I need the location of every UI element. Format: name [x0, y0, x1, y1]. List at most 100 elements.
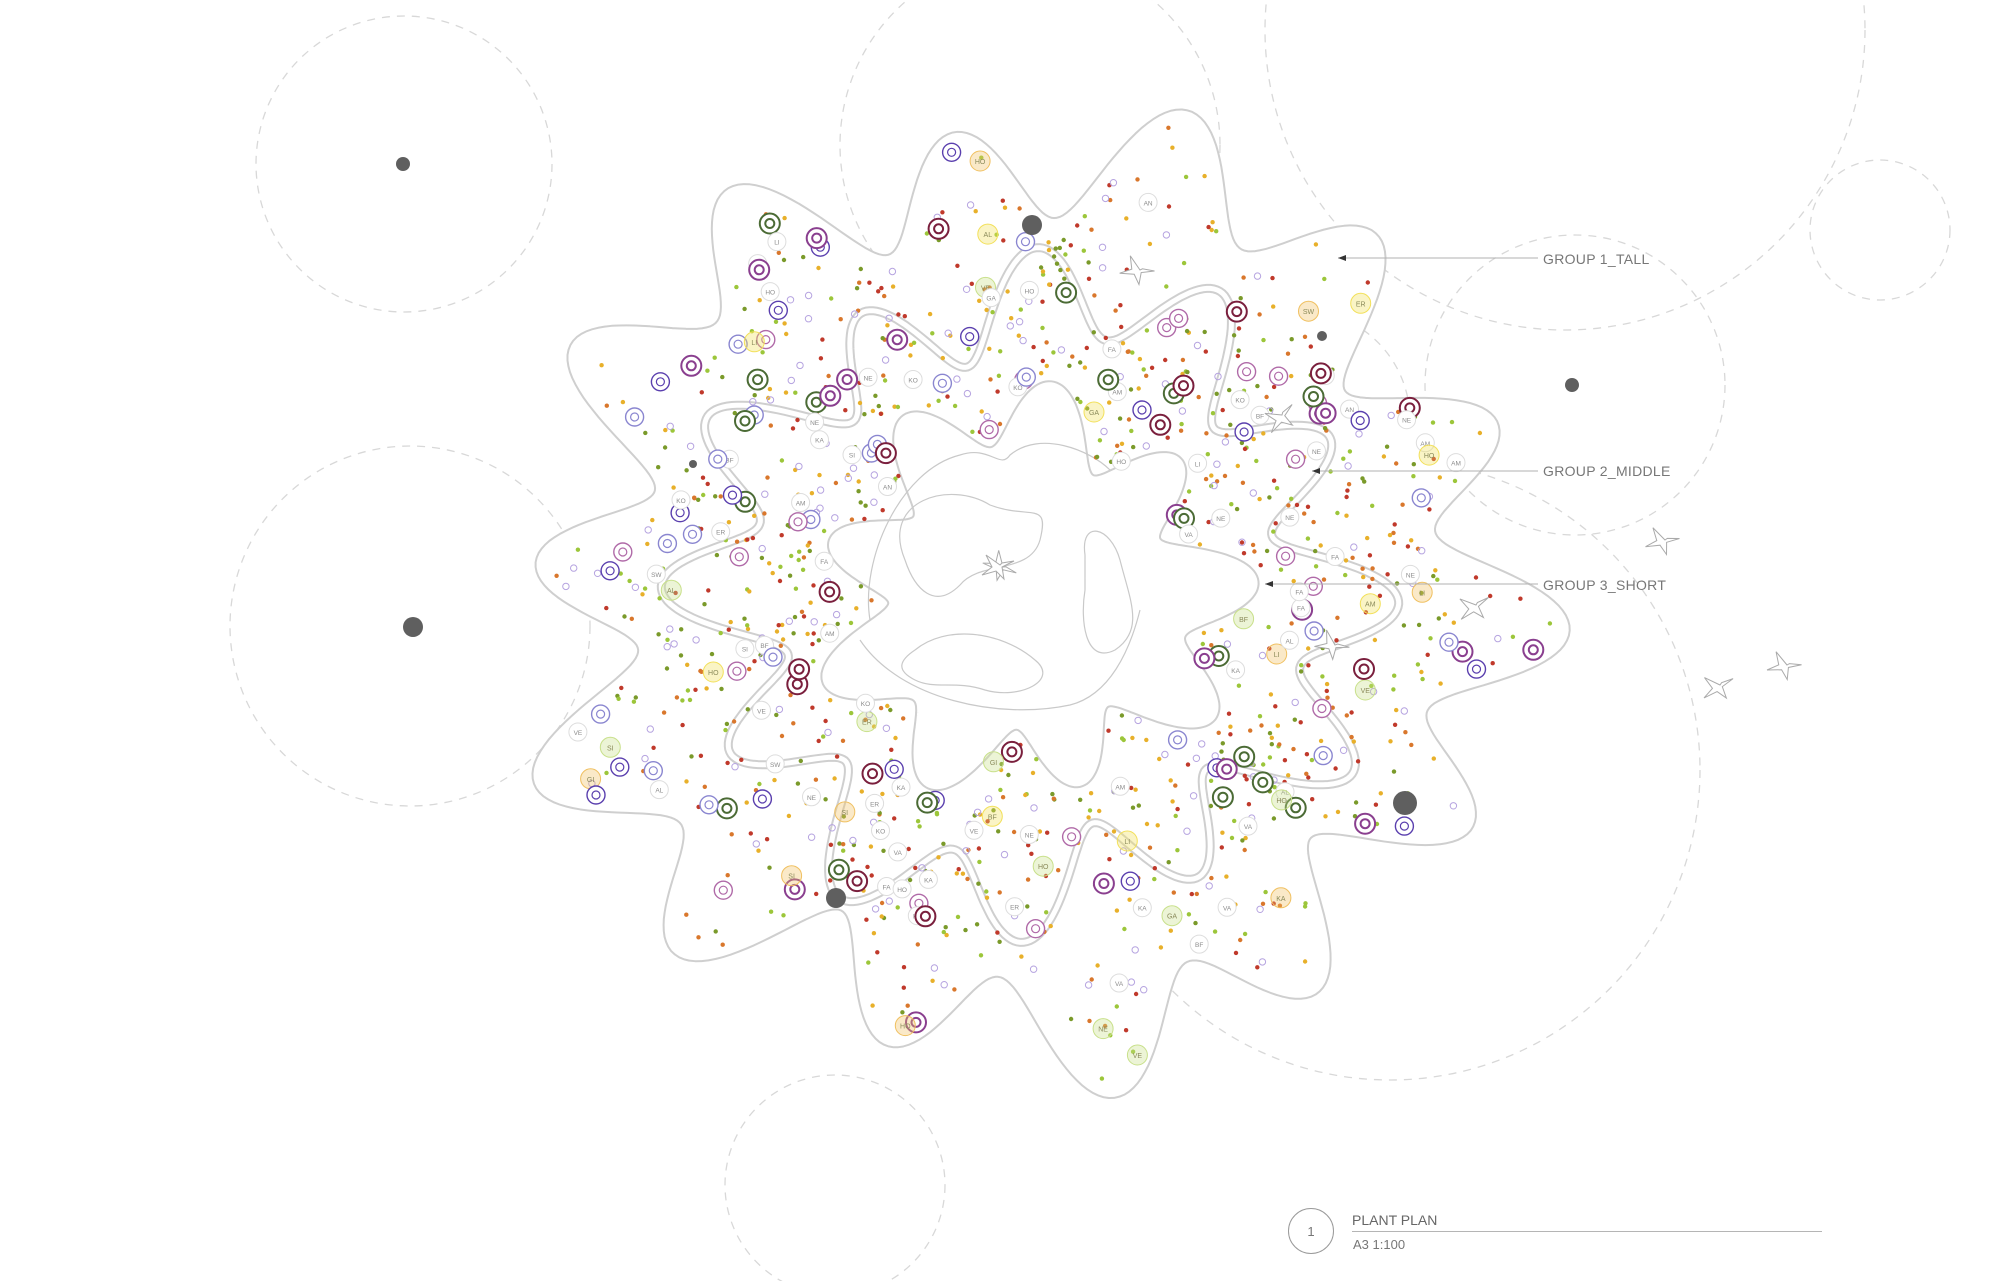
seed-dot: [1119, 736, 1125, 741]
plant-symbol: [650, 372, 671, 392]
seed-dot: [917, 824, 922, 829]
plant-symbol: [752, 789, 773, 809]
plant-ring: [932, 373, 953, 393]
seed-dot: [1000, 198, 1005, 203]
plant-code: AL: [667, 588, 676, 595]
seed-dot: [882, 293, 887, 299]
plant-code: KA: [897, 785, 906, 792]
plant-symbol: HO: [894, 1015, 916, 1037]
plant-code: KA: [815, 438, 824, 445]
seed-dot: [701, 492, 706, 498]
groundcover-ring: [1189, 792, 1198, 800]
seed-dot: [643, 430, 648, 436]
groundcover-ring: [570, 564, 578, 572]
plant-symbol: [1302, 385, 1325, 408]
seed-dot: [1344, 713, 1350, 718]
plant-symbol: [916, 791, 939, 814]
plant-symbol: NE: [1211, 508, 1231, 528]
plant-symbol: FA: [814, 551, 834, 571]
plant-disc: [702, 661, 724, 683]
seed-dot: [1322, 276, 1327, 282]
seed-dot: [1298, 669, 1304, 674]
seed-dot: [1038, 265, 1044, 270]
seed-dot: [984, 895, 990, 900]
seed-dot: [1219, 628, 1224, 633]
seed-dot: [1149, 365, 1155, 370]
plant-ring: [1439, 632, 1459, 652]
seed-dot: [1067, 363, 1072, 368]
plant-disc: [1270, 887, 1292, 909]
seed-dot: [881, 373, 886, 378]
groundcover-ring: [1339, 746, 1348, 754]
plant-symbol: [1149, 413, 1172, 436]
seed-dot: [1209, 227, 1214, 233]
seed-dot: [671, 485, 676, 490]
seed-dot: [879, 914, 884, 919]
seed-dot: [1029, 851, 1034, 856]
groundcover-ring: [1030, 804, 1038, 812]
seed-dot: [1302, 959, 1308, 964]
tree-trunk: [403, 617, 423, 637]
plant-symbol: HO: [1418, 444, 1440, 466]
seed-dot: [696, 497, 701, 502]
seed-dot: [744, 800, 749, 805]
plant-ring: [1015, 231, 1036, 252]
seed-dot: [1135, 177, 1140, 182]
seed-dot: [1227, 387, 1232, 393]
seed-dot: [1430, 420, 1436, 425]
plant-symbol: [748, 258, 771, 281]
seed-dot: [811, 631, 816, 636]
plant-ring: [1061, 827, 1082, 847]
seed-dot: [882, 378, 888, 383]
seed-dot: [955, 263, 960, 268]
plant-code: NE: [1098, 1027, 1108, 1034]
seed-dot: [816, 265, 821, 271]
plant-symbol: GA: [1083, 401, 1105, 423]
seed-dot: [793, 586, 799, 591]
plant-symbol: HO: [760, 282, 780, 302]
plant-ring-plain: [568, 722, 588, 742]
plant-ring-inner: [880, 447, 892, 459]
seed-dot: [1274, 486, 1280, 491]
plant-code: AN: [883, 485, 892, 492]
seed-dot: [1222, 473, 1228, 479]
plant-code: KA: [1138, 906, 1147, 913]
plant-symbol: KA: [1226, 660, 1246, 680]
seed-dot: [930, 978, 935, 983]
seed-dot: [1271, 478, 1277, 483]
seed-dot: [729, 832, 734, 837]
seed-dot: [1075, 223, 1080, 228]
plant-symbol: AL: [977, 223, 999, 245]
plant-ring: [1394, 816, 1415, 836]
seed-dot: [779, 458, 785, 463]
plant-symbol: BF: [981, 805, 1003, 827]
plant-ring-inner: [1178, 512, 1190, 524]
plant-ring: [752, 789, 773, 809]
seed-dot: [1238, 937, 1243, 943]
plant-ring-plain: [1211, 508, 1231, 528]
plant-ring: [613, 542, 633, 562]
seed-dot: [1206, 224, 1211, 230]
seed-dot: [952, 987, 957, 992]
seed-dot: [1201, 630, 1207, 636]
seed-dot: [1369, 683, 1374, 689]
seed-dot: [642, 586, 648, 591]
seed-dot: [747, 589, 752, 594]
plant-ring-inner: [1154, 419, 1166, 431]
plant-symbol: [1061, 827, 1082, 847]
seed-dot: [817, 472, 822, 478]
bed-outline-inner-fill: [822, 382, 1258, 790]
seed-dot: [1228, 724, 1233, 729]
plant-ring-core: [1162, 323, 1172, 333]
plant-symbol: [861, 762, 884, 785]
plant-symbol: NE: [1280, 507, 1300, 527]
plant-ring-plain: [1400, 564, 1420, 584]
bird-icon: [1119, 255, 1155, 287]
seed-dot: [793, 390, 798, 395]
plant-ring-outer: [1097, 368, 1120, 391]
plant-ring-inner: [1527, 644, 1539, 656]
seed-dot: [719, 686, 724, 692]
seed-dot: [734, 539, 740, 544]
plant-ring-plain: [1307, 441, 1326, 461]
seed-dot: [1056, 868, 1061, 873]
